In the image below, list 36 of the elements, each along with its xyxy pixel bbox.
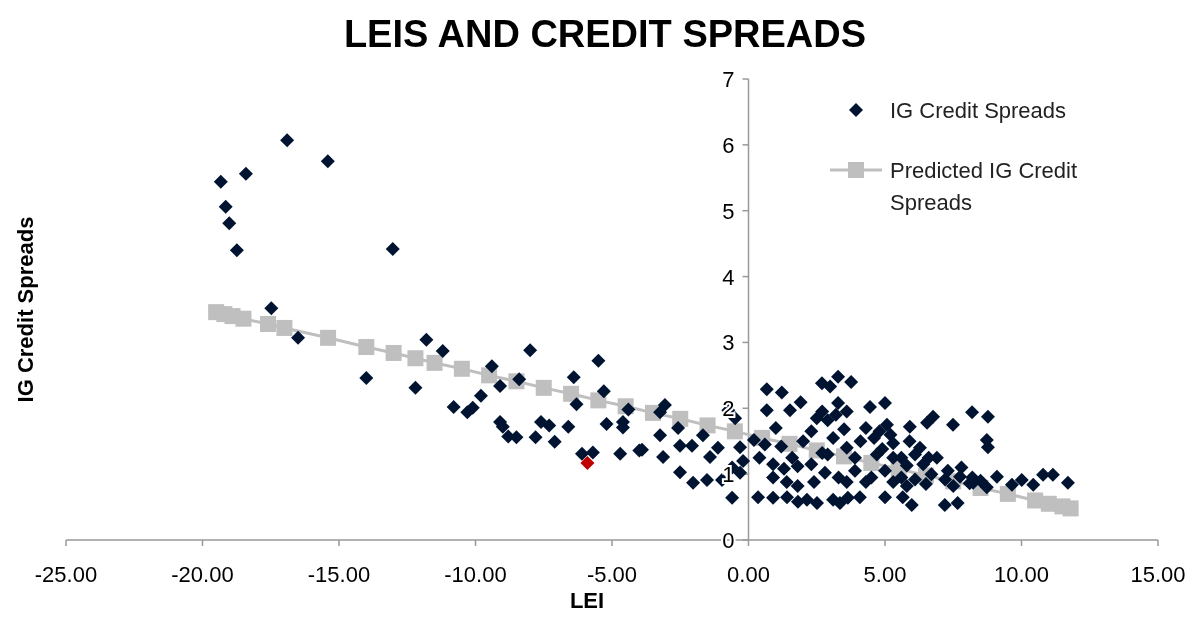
chart-title: LEIS AND CREDIT SPREADS	[343, 13, 867, 55]
x-tick-label: -10.00	[444, 562, 507, 587]
x-axis-title: LEI	[569, 588, 605, 613]
point	[699, 417, 716, 434]
y-tick-label: 5	[722, 198, 735, 224]
point	[426, 354, 443, 371]
x-tick-label: 10.00	[993, 562, 1050, 587]
y-tick-label: 7	[722, 67, 735, 92]
x-tick-label: 0.00	[727, 562, 770, 587]
point	[563, 385, 580, 402]
y-axis-title: IG Credit Spreads	[13, 216, 38, 403]
legend-label: IG Credit Spreads	[890, 98, 1067, 123]
point	[1027, 492, 1044, 509]
point	[453, 360, 470, 377]
x-tick-label: -15.00	[307, 562, 371, 587]
x-tick-label: 15.00	[1130, 562, 1186, 587]
point	[358, 339, 375, 356]
x-tick-label: 5.00	[863, 562, 907, 587]
y-tick-label: 4	[722, 264, 735, 290]
y-tick-label: 6	[722, 132, 735, 158]
point	[276, 319, 293, 336]
point	[385, 344, 402, 361]
x-tick-label: -25.00	[34, 562, 98, 587]
x-tick-label: -5.00	[586, 562, 638, 587]
x-tick-label: -20.00	[171, 562, 234, 587]
point	[580, 455, 595, 470]
point	[407, 350, 424, 367]
point	[726, 423, 743, 440]
point	[535, 379, 552, 396]
point	[260, 315, 277, 332]
y-tick-label: 3	[722, 330, 735, 356]
point	[1062, 500, 1079, 517]
legend-label: Predicted IG Credit Spreads	[890, 158, 1078, 215]
point	[320, 329, 337, 346]
y-tick-label: 0	[722, 528, 735, 553]
point	[235, 310, 252, 327]
